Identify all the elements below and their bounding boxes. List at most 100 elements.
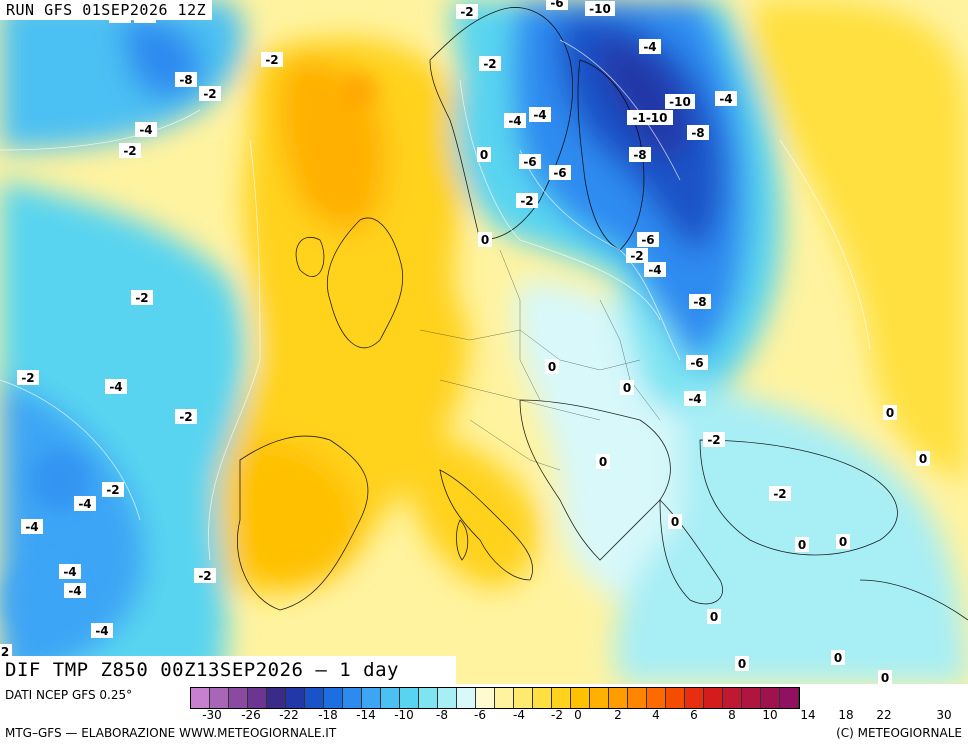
contour-label: 0 — [738, 657, 746, 671]
legend-swatch — [685, 688, 704, 708]
contour-label-bg — [831, 650, 845, 665]
contour-label-bg — [916, 451, 930, 466]
contour-label-bg — [261, 52, 283, 67]
contour-label: -4 — [719, 92, 732, 106]
contour-label: -4 — [643, 40, 656, 54]
contour-label-bg — [629, 147, 651, 162]
contour-label-bg — [644, 262, 666, 277]
legend-swatch — [571, 688, 590, 708]
contour-label: -2 — [21, 371, 34, 385]
contour-label: -4 — [78, 497, 91, 511]
contour-label: 2 — [1, 645, 9, 659]
run-header: RUN GFS 01SEP2026 12Z — [0, 0, 213, 20]
contour-label: -2 — [460, 5, 473, 19]
contour-label: 0 — [481, 233, 489, 247]
contour-label-bg — [529, 107, 551, 122]
contour-label-bg — [59, 564, 81, 579]
contour-label: -2 — [773, 487, 786, 501]
contour-label-bg — [620, 380, 634, 395]
contour-label-bg — [456, 4, 478, 19]
contour-label-bg — [175, 72, 197, 87]
legend-swatch — [552, 688, 571, 708]
contour-label: -4 — [688, 392, 701, 406]
legend-tick-label: -8 — [436, 708, 448, 722]
legend-tick-label: -18 — [318, 708, 338, 722]
contour-label-bg — [735, 656, 749, 671]
legend-tick-label: -22 — [279, 708, 299, 722]
contour-label-bg — [131, 290, 153, 305]
contour-label: 0 — [480, 148, 488, 162]
contour-label-bg — [689, 294, 711, 309]
contour-label-bg — [194, 568, 216, 583]
contour-label-bg — [715, 91, 737, 106]
contour-label-bg — [102, 482, 124, 497]
contour-label: -4 — [139, 123, 152, 137]
contour-label: -2 — [123, 144, 136, 158]
contour-label-bg — [175, 409, 197, 424]
legend-swatch — [419, 688, 438, 708]
legend-swatch — [400, 688, 419, 708]
contour-label-bg — [836, 534, 850, 549]
contour-label: -6 — [553, 166, 566, 180]
contour-label: -8 — [691, 126, 704, 140]
contour-label-bg — [91, 623, 113, 638]
contour-label-bg — [199, 86, 221, 101]
legend-swatch — [267, 688, 286, 708]
legend-tick-label: 8 — [728, 708, 736, 722]
legend-swatch — [286, 688, 305, 708]
legend-tick-label: -6 — [474, 708, 486, 722]
contour-label: -4 — [25, 520, 38, 534]
legend-tick-label: 4 — [652, 708, 660, 722]
contour-label-bg — [665, 94, 695, 109]
legend-tick-label: -2 — [551, 708, 563, 722]
contour-label: -2 — [198, 569, 211, 583]
contour-label: -4 — [109, 380, 122, 394]
contour-label: 0 — [834, 651, 842, 665]
legend-swatch — [438, 688, 457, 708]
legend-tick-label: -4 — [513, 708, 525, 722]
legend-tick-label: 18 — [838, 708, 854, 722]
contour-label-bg — [769, 486, 791, 501]
contour-label: -2 — [179, 410, 192, 424]
temperature-anomaly-map: -2-6-10-6-2-8-2-2-4-2-4-4-10-1-10-8-80-6… — [0, 0, 968, 684]
legend-swatch — [742, 688, 761, 708]
legend-swatch — [191, 688, 210, 708]
contour-label-bg — [0, 644, 12, 659]
contour-label-bg — [585, 1, 615, 16]
contour-label-bg — [479, 56, 501, 71]
contour-label-bg — [684, 391, 706, 406]
contour-label-bg — [516, 193, 538, 208]
contour-label-bg — [478, 232, 492, 247]
contour-label-bg — [549, 165, 571, 180]
contour-label-bg — [105, 379, 127, 394]
contour-label: -2 — [483, 57, 496, 71]
legend-swatch — [305, 688, 324, 708]
legend-swatch — [761, 688, 780, 708]
contour-label-bg — [545, 359, 559, 374]
contour-label: -6 — [641, 233, 654, 247]
contour-label: -2 — [520, 194, 533, 208]
contour-label: -4 — [68, 584, 81, 598]
contour-label-bg — [135, 122, 157, 137]
contour-label: -6 — [550, 0, 563, 10]
contour-label-bg — [17, 370, 39, 385]
contour-label: -6 — [690, 356, 703, 370]
contour-label: -10 — [589, 2, 611, 16]
legend-swatch — [514, 688, 533, 708]
contour-label-bg — [21, 519, 43, 534]
color-legend — [190, 687, 800, 709]
legend-tick-label: -30 — [202, 708, 222, 722]
contour-label: 0 — [919, 452, 927, 466]
data-source: DATI NCEP GFS 0.25° — [5, 688, 133, 702]
legend-swatch — [248, 688, 267, 708]
contour-label: -8 — [179, 73, 192, 87]
contour-label: -6 — [523, 155, 536, 169]
contour-label: 0 — [881, 671, 889, 684]
legend-swatch — [723, 688, 742, 708]
contour-label: -2 — [707, 433, 720, 447]
contour-label-bg — [546, 0, 568, 10]
contour-label-bg — [627, 110, 673, 125]
legend-tick-label: 6 — [690, 708, 698, 722]
contour-label-bg — [707, 609, 721, 624]
legend-swatch — [590, 688, 609, 708]
